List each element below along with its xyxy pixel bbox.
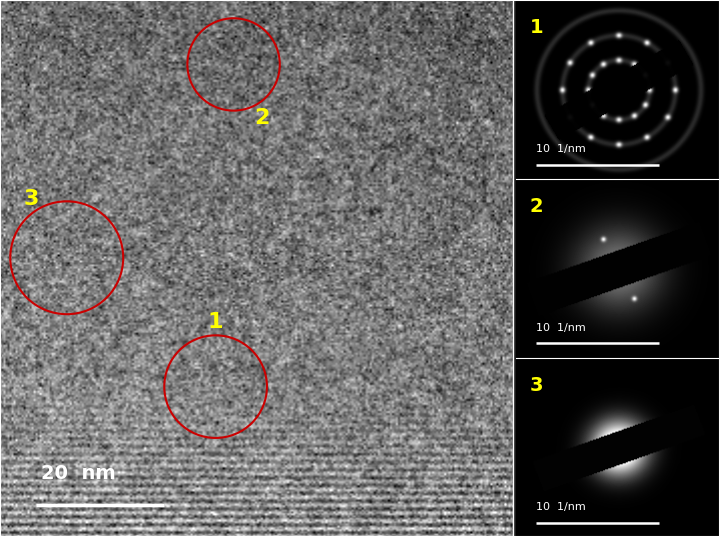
Text: 10  1/nm: 10 1/nm bbox=[536, 144, 585, 154]
Text: 2: 2 bbox=[530, 197, 544, 216]
Text: 2: 2 bbox=[254, 108, 269, 128]
Text: 20  nm: 20 nm bbox=[41, 465, 116, 483]
Text: 1: 1 bbox=[208, 312, 223, 332]
Text: 10  1/nm: 10 1/nm bbox=[536, 502, 585, 512]
Text: 3: 3 bbox=[530, 376, 544, 395]
Text: 3: 3 bbox=[23, 188, 38, 209]
Text: 1: 1 bbox=[530, 18, 544, 37]
Text: 10  1/nm: 10 1/nm bbox=[536, 323, 585, 332]
